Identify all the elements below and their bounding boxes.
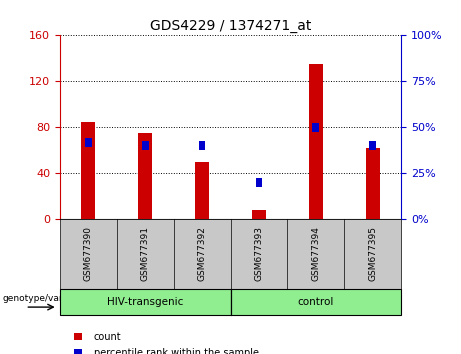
Bar [366, 148, 380, 219]
Bar [252, 210, 266, 219]
Text: HIV-transgenic: HIV-transgenic [107, 297, 183, 307]
Bar [138, 133, 152, 219]
Text: percentile rank within the sample: percentile rank within the sample [94, 348, 259, 354]
Text: GSM677393: GSM677393 [254, 227, 263, 281]
Text: GSM677395: GSM677395 [368, 227, 377, 281]
Bar [199, 141, 206, 150]
Text: genotype/variation: genotype/variation [2, 294, 89, 303]
Bar [85, 138, 92, 147]
Text: control: control [298, 297, 334, 307]
Bar [369, 141, 376, 150]
Bar [313, 123, 319, 132]
Text: GSM677390: GSM677390 [84, 227, 93, 281]
Text: GSM677391: GSM677391 [141, 227, 150, 281]
Title: GDS4229 / 1374271_at: GDS4229 / 1374271_at [150, 19, 311, 33]
Text: count: count [94, 332, 121, 342]
Text: GSM677394: GSM677394 [311, 227, 320, 281]
Text: GSM677392: GSM677392 [198, 227, 207, 281]
Bar [195, 162, 209, 219]
Bar [142, 141, 148, 150]
Bar [255, 178, 262, 187]
Bar [309, 64, 323, 219]
Bar [81, 122, 95, 219]
